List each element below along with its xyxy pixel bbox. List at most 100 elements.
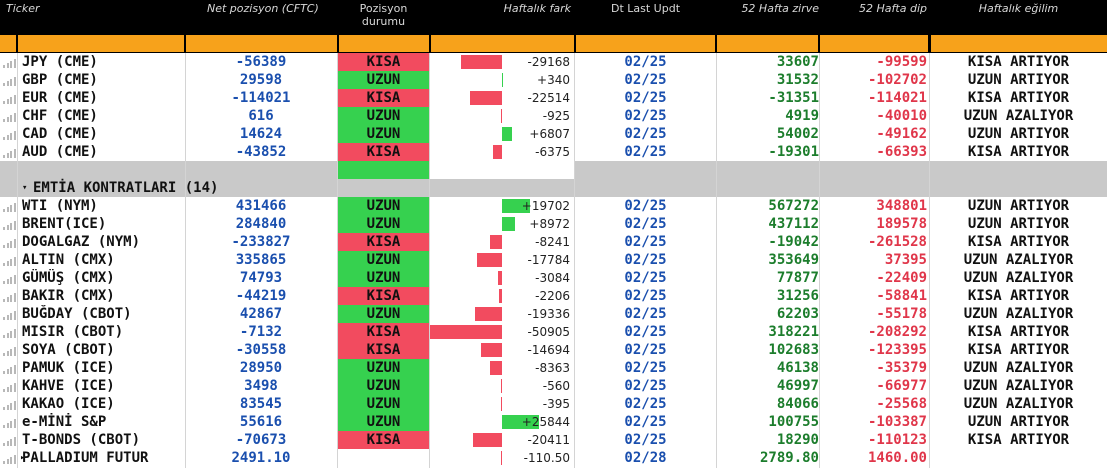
high-52w-cell: 77877 <box>776 270 819 286</box>
low-52w-cell: -22409 <box>876 270 927 286</box>
net-position-cell: 335865 <box>235 252 287 268</box>
net-position-cell: -30558 <box>235 342 287 358</box>
net-position-cell: -7132 <box>239 324 283 340</box>
position-status-badge: KISA <box>338 341 429 359</box>
weekly-change-cell: -110.50 <box>430 449 574 467</box>
last-update-cell: 02/25 <box>624 378 667 394</box>
weekly-change-bar <box>460 55 502 69</box>
table-row[interactable]: KAHVE (ICE) 3498 UZUN -560 02/25 46997 -66977 U… <box>0 377 1107 395</box>
signal-strength-icon <box>3 346 17 356</box>
table-row[interactable]: GBP (CME) 29598 UZUN +340 02/25 31532 -102702 U… <box>0 71 1107 89</box>
weekly-change-bar <box>490 361 502 375</box>
table-row[interactable]: CAD (CME) 14624 UZUN +6807 02/25 54002 -49162 U… <box>0 125 1107 143</box>
column-header-row: Ticker Net pozisyon (CFTC) Pozisyon duru… <box>0 0 1107 34</box>
table-row[interactable]: SOYA (CBOT) -30558 KISA -14694 02/25 102683 -1… <box>0 341 1107 359</box>
high-52w-cell: 437112 <box>768 216 819 232</box>
table-row[interactable]: e-MİNİ S&P 55616 UZUN +25844 02/25 100755 -103… <box>0 413 1107 431</box>
weekly-change-bar <box>502 73 503 87</box>
accent-cell <box>0 35 16 52</box>
signal-strength-icon <box>3 364 17 374</box>
signal-strength-icon <box>3 202 17 212</box>
low-52w-cell: 189578 <box>876 216 927 232</box>
weekly-change-value: +8972 <box>529 217 570 231</box>
weekly-change-bar <box>502 217 515 231</box>
signal-strength-icon <box>3 454 17 464</box>
low-52w-cell: -58841 <box>876 288 927 304</box>
high-52w-cell: 2789.80 <box>759 450 819 466</box>
table-row[interactable]: JPY (CME) -56389 KISA -29168 02/25 33607 -9959… <box>0 53 1107 71</box>
net-position-cell: 28950 <box>239 360 283 376</box>
low-52w-cell: 37395 <box>884 252 927 268</box>
column-divider <box>574 53 575 468</box>
column-header-ticker[interactable]: Ticker <box>6 2 40 15</box>
last-update-cell: 02/25 <box>624 252 667 268</box>
collapse-arrow-icon[interactable]: ▾ <box>22 183 28 193</box>
table-row[interactable]: BUĞDAY (CBOT) 42867 UZUN -19336 02/25 62203 -5… <box>0 305 1107 323</box>
column-header-position-status[interactable]: Pozisyon durumu <box>338 2 429 28</box>
high-52w-cell: 353649 <box>768 252 819 268</box>
last-update-cell: 02/25 <box>624 288 667 304</box>
weekly-change-bar <box>502 127 512 141</box>
position-status-badge <box>338 449 429 467</box>
ticker-cell: BRENT(ICE) <box>22 216 107 232</box>
table-row[interactable]: KAKAO (ICE) 83545 UZUN -395 02/25 84066 -25568… <box>0 395 1107 413</box>
net-position-cell: 83545 <box>239 396 283 412</box>
table-row[interactable]: DOGALGAZ (NYM) -233827 KISA -8241 02/25 -1904… <box>0 233 1107 251</box>
high-52w-cell: -19042 <box>768 234 819 250</box>
table-row[interactable]: BRENT(ICE) 284840 UZUN +8972 02/25 437112 1895… <box>0 215 1107 233</box>
position-status-badge: UZUN <box>338 251 429 269</box>
column-header-weekly-trend[interactable]: Haftalık eğilim <box>978 2 1059 15</box>
position-status-badge: UZUN <box>338 107 429 125</box>
table-row[interactable]: EUR (CME) -114021 KISA -22514 02/25 -31351 -11… <box>0 89 1107 107</box>
expand-arrow-icon[interactable]: ▸ <box>20 453 26 463</box>
spacer-row <box>0 161 1107 179</box>
table-row[interactable]: GÜMÜŞ (CMX) 74793 UZUN -3084 02/25 77877 -2240… <box>0 269 1107 287</box>
weekly-change-value: +25844 <box>521 415 570 429</box>
table-row[interactable]: WTI (NYM) 431466 UZUN +19702 02/25 567272 3488… <box>0 197 1107 215</box>
table-row[interactable]: AUD (CME) -43852 KISA -6375 02/25 -19301 -6639… <box>0 143 1107 161</box>
column-divider <box>429 53 430 468</box>
column-header-52w-high[interactable]: 52 Hafta zirve <box>741 2 819 15</box>
weekly-change-cell: -6375 <box>430 143 574 161</box>
weekly-change-value: -560 <box>542 379 570 393</box>
weekly-change-cell: +340 <box>430 71 574 89</box>
weekly-change-cell: -19336 <box>430 305 574 323</box>
accent-cell <box>186 35 337 52</box>
group-header-commodities[interactable]: ▾ EMTİA KONTRATLARI (14) <box>0 179 1107 197</box>
column-divider <box>929 53 930 468</box>
table-row[interactable]: BAKIR (CMX) -44219 KISA -2206 02/25 31256 -588… <box>0 287 1107 305</box>
net-position-cell: 284840 <box>235 216 287 232</box>
low-52w-cell: -103387 <box>867 414 927 430</box>
high-52w-cell: 84066 <box>776 396 819 412</box>
column-divider <box>17 53 18 468</box>
weekly-change-bar <box>474 307 502 321</box>
table-row[interactable]: PAMUK (ICE) 28950 UZUN -8363 02/25 46138 -3537… <box>0 359 1107 377</box>
table-row[interactable]: ▸ PALLADIUM FUTUR 2491.10 -110.50 02/28 2789.… <box>0 449 1107 467</box>
table-row[interactable]: T-BONDS (CBOT) -70673 KISA -20411 02/25 18290… <box>0 431 1107 449</box>
weekly-change-bar <box>501 379 502 393</box>
weekly-trend-cell: KISA ARTIYOR <box>967 54 1070 70</box>
net-position-cell: 14624 <box>239 126 283 142</box>
signal-strength-icon <box>3 328 17 338</box>
table-row[interactable]: ALTIN (CMX) 335865 UZUN -17784 02/25 353649 37… <box>0 251 1107 269</box>
weekly-change-cell: +19702 <box>430 197 574 215</box>
last-update-cell: 02/25 <box>624 270 667 286</box>
column-header-net-position[interactable]: Net pozisyon (CFTC) <box>207 2 319 15</box>
last-update-cell: 02/25 <box>624 234 667 250</box>
last-update-cell: 02/25 <box>624 414 667 430</box>
position-status-badge: UZUN <box>338 359 429 377</box>
column-header-weekly-change[interactable]: Haftalık fark <box>503 2 571 15</box>
high-52w-cell: 102683 <box>768 342 819 358</box>
column-header-last-update[interactable]: Dt Last Updt <box>610 2 681 15</box>
weekly-change-value: +19702 <box>521 199 570 213</box>
last-update-cell: 02/25 <box>624 360 667 376</box>
signal-strength-icon <box>3 382 17 392</box>
signal-strength-icon <box>3 112 17 122</box>
table-row[interactable]: MISIR (CBOT) -7132 KISA -50905 02/25 318221 -2… <box>0 323 1107 341</box>
column-header-52w-low[interactable]: 52 Hafta dip <box>859 2 927 15</box>
table-row[interactable]: CHF (CME) 616 UZUN -925 02/25 4919 -40010 UZUN … <box>0 107 1107 125</box>
group-title: EMTİA KONTRATLARI (14) <box>33 180 219 196</box>
position-status-badge: KISA <box>338 233 429 251</box>
weekly-trend-cell: UZUN ARTIYOR <box>967 414 1070 430</box>
